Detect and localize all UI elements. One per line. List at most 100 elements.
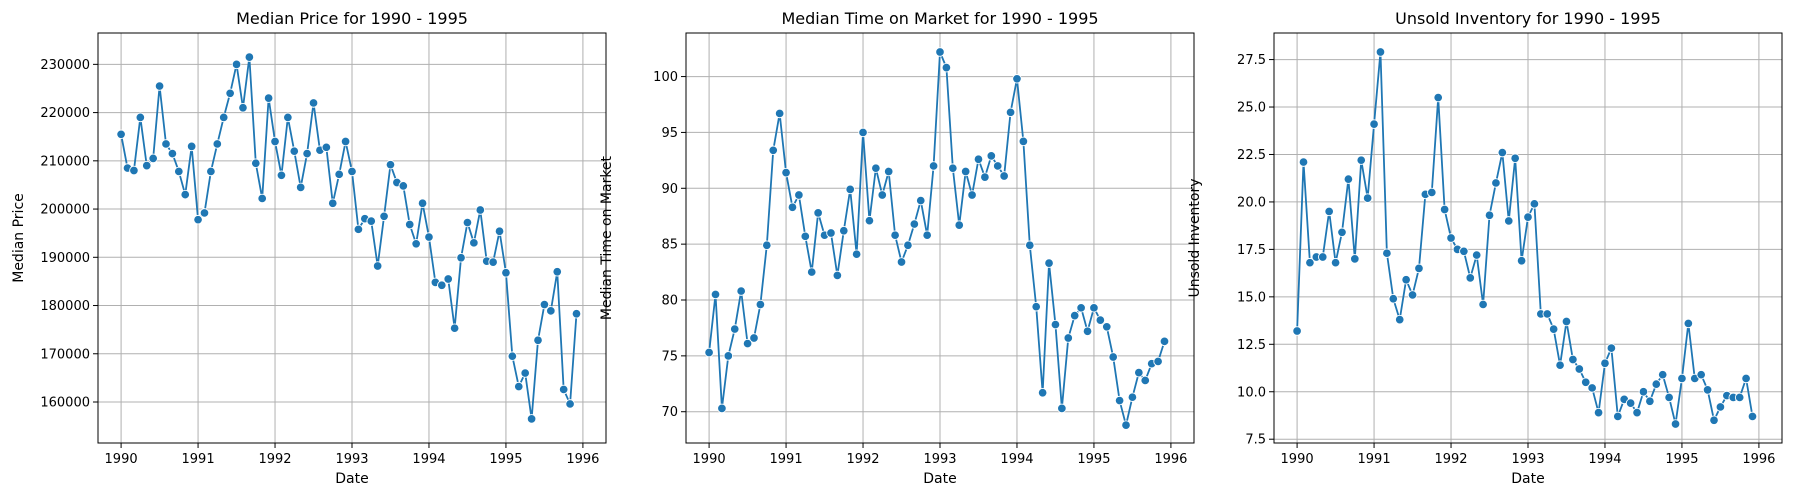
data-point: [1587, 383, 1597, 393]
data-point: [1645, 396, 1655, 406]
y-tick-label: 220000: [40, 106, 90, 121]
data-point: [909, 219, 920, 229]
data-point: [813, 208, 823, 218]
data-point: [890, 230, 900, 240]
y-tick-label: 75: [661, 349, 678, 364]
data-point: [1127, 392, 1138, 402]
data-point: [832, 270, 843, 281]
data-point: [948, 163, 958, 173]
data-point: [1568, 354, 1578, 365]
data-point: [941, 62, 952, 73]
data-point: [864, 215, 875, 226]
data-point: [398, 181, 409, 191]
data-point: [1317, 252, 1328, 262]
data-point: [935, 47, 945, 57]
data-point: [896, 257, 907, 267]
y-tick-label: 100: [653, 70, 678, 85]
data-point: [1574, 364, 1585, 374]
data-point: [424, 232, 434, 242]
data-point: [212, 139, 223, 149]
data-point: [1702, 385, 1713, 395]
data-point: [526, 414, 537, 424]
data-point: [514, 381, 524, 392]
data-point: [704, 347, 714, 358]
data-point: [1050, 319, 1061, 330]
data-point: [1037, 387, 1048, 398]
data-point: [1012, 74, 1022, 84]
data-point: [800, 231, 811, 242]
data-point: [1108, 352, 1118, 362]
data-point: [244, 52, 255, 62]
x-tick-label: 1994: [1588, 452, 1621, 467]
data-point: [736, 286, 746, 296]
data-point: [774, 108, 785, 119]
y-axis-label: Median Price: [11, 193, 27, 283]
data-point: [1153, 356, 1163, 367]
y-tick-label: 230000: [40, 58, 90, 73]
axes-frame: [685, 32, 1195, 444]
chart-title: Median Time on Market for 1990 - 1995: [781, 9, 1098, 28]
data-point: [1606, 343, 1617, 353]
y-tick-label: 10.0: [1237, 385, 1266, 400]
y-tick-label: 20.0: [1237, 195, 1266, 210]
data-point: [276, 170, 287, 181]
data-point: [1580, 377, 1591, 388]
data-point: [992, 161, 1003, 171]
data-point: [1734, 392, 1745, 403]
data-point: [1696, 369, 1706, 380]
data-point: [1292, 326, 1302, 336]
data-point: [437, 280, 447, 291]
data-point: [385, 159, 396, 170]
data-point: [1504, 216, 1514, 226]
data-point: [1593, 407, 1604, 418]
data-point: [1439, 204, 1450, 215]
data-point: [986, 151, 997, 161]
data-point: [1683, 318, 1694, 329]
data-point: [289, 146, 300, 156]
data-point: [1459, 246, 1469, 257]
data-point: [960, 166, 971, 177]
data-point: [1651, 379, 1662, 389]
y-tick-label: 95: [661, 126, 678, 141]
data-point: [135, 112, 146, 123]
data-point: [167, 148, 178, 159]
data-point: [1529, 199, 1540, 209]
x-tick-label: 1990: [1281, 452, 1314, 467]
data-point: [1076, 303, 1086, 313]
y-tick-label: 85: [661, 238, 678, 253]
data-point: [469, 238, 479, 248]
data-point: [372, 261, 383, 271]
data-point: [1523, 212, 1533, 222]
data-point: [231, 59, 242, 70]
data-point: [1089, 303, 1099, 313]
data-point: [366, 216, 376, 226]
data-point: [1388, 293, 1399, 304]
data-point: [340, 136, 351, 147]
x-tick-label: 1996: [566, 452, 599, 467]
data-point: [552, 267, 563, 277]
data-point: [225, 88, 235, 99]
data-point: [1324, 206, 1334, 217]
data-point: [218, 112, 229, 123]
data-point: [328, 198, 338, 209]
data-point: [1095, 315, 1106, 325]
x-tick-label: 1996: [1742, 452, 1775, 467]
x-tick-label: 1990: [693, 452, 726, 467]
y-tick-label: 190000: [40, 251, 90, 266]
data-point: [1677, 373, 1687, 384]
data-point: [443, 274, 453, 284]
y-tick-label: 7.5: [1245, 433, 1266, 448]
y-tick-label: 210000: [40, 154, 90, 169]
data-point: [558, 384, 569, 395]
y-axis-label: Unsold Inventory: [1187, 178, 1203, 297]
x-tick-label: 1992: [846, 452, 879, 467]
data-point: [334, 169, 344, 180]
data-point: [1664, 392, 1674, 403]
x-tick-label: 1992: [1434, 452, 1467, 467]
data-point: [1063, 333, 1074, 343]
data-point: [270, 136, 280, 147]
data-point: [922, 230, 932, 240]
data-point: [347, 166, 357, 177]
x-tick-label: 1996: [1154, 452, 1187, 467]
data-point: [404, 219, 415, 230]
